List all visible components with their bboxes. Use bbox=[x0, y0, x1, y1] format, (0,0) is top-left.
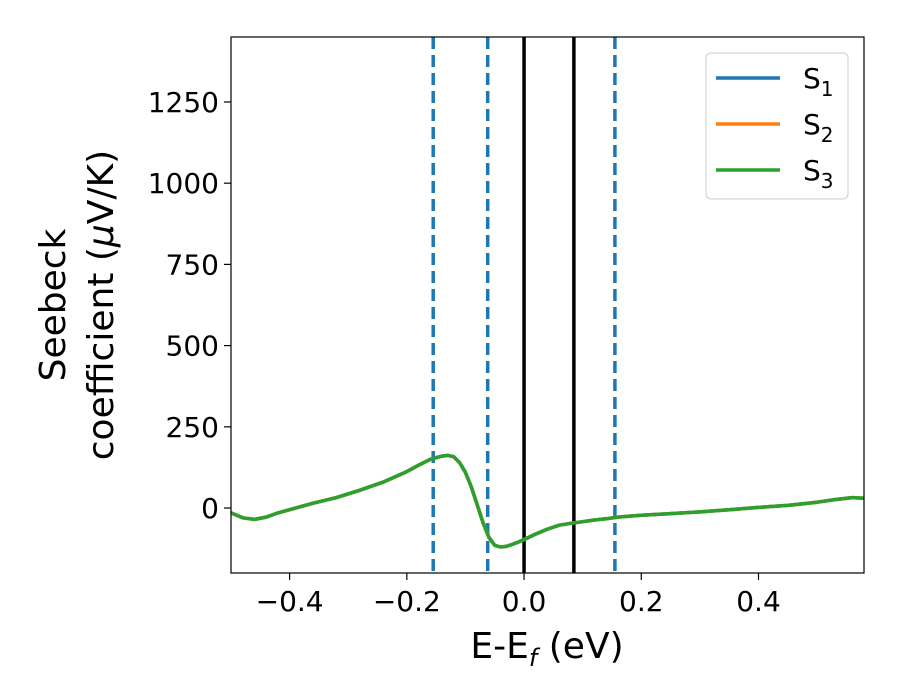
legend-label-s2: S2 bbox=[803, 108, 834, 147]
y-tick-label-5: 1250 bbox=[148, 86, 219, 119]
legend-label-s3: S3 bbox=[803, 154, 834, 193]
y-axis-label-line2: coefficient (μV/K) bbox=[81, 150, 122, 460]
x-axis-label: E-Ef (eV) bbox=[470, 626, 623, 672]
y-tick-label-4: 1000 bbox=[148, 167, 219, 200]
series-line-s3 bbox=[231, 453, 864, 549]
plot-frame bbox=[230, 36, 865, 574]
y-tick-label-0: 0 bbox=[201, 492, 219, 525]
legend-label-s1: S1 bbox=[803, 62, 834, 101]
plot-area bbox=[231, 37, 864, 573]
y-tick-label-1: 250 bbox=[166, 411, 219, 444]
legend-box bbox=[705, 52, 849, 200]
y-axis-label-line1: Seebeck bbox=[33, 228, 74, 381]
y-tick-label-2: 500 bbox=[166, 330, 219, 363]
x-tick-label-2: 0.0 bbox=[502, 585, 547, 618]
x-axis-ticks: −0.4 −0.2 0.0 0.2 0.4 bbox=[256, 573, 781, 618]
x-tick-label-3: 0.2 bbox=[619, 585, 664, 618]
y-axis-label: Seebeck coefficient (μV/K) bbox=[33, 150, 122, 460]
y-axis-ticks: 0 250 500 750 1000 1250 bbox=[148, 86, 231, 525]
x-tick-label-1: −0.2 bbox=[373, 585, 441, 618]
legend: S1 S2 S3 bbox=[705, 52, 849, 200]
x-tick-label-0: −0.4 bbox=[256, 585, 324, 618]
y-tick-label-3: 750 bbox=[166, 248, 219, 281]
x-tick-label-4: 0.4 bbox=[736, 585, 781, 618]
